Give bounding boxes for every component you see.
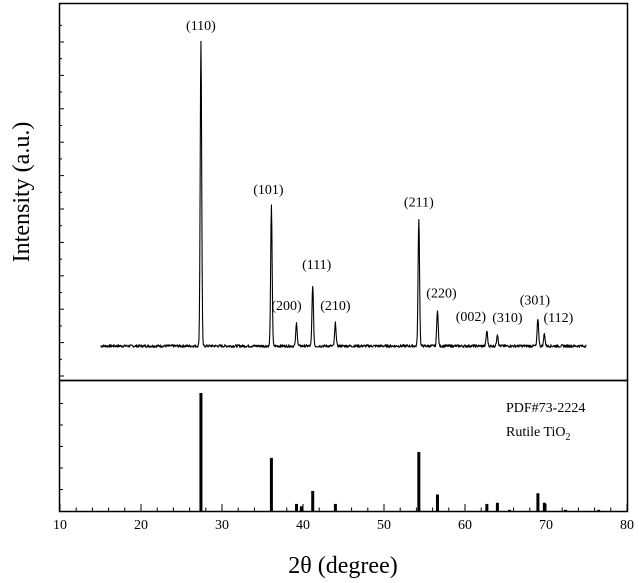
peak-label: (110) — [186, 19, 216, 34]
x-tick-label: 80 — [620, 518, 634, 533]
x-axis-tick-labels: 10 20 30 40 50 60 70 80 — [53, 518, 634, 533]
peak-label: (200) — [271, 299, 302, 314]
peak-label: (111) — [302, 258, 332, 273]
peak-label: (301) — [520, 294, 551, 309]
peak-label: (220) — [426, 287, 457, 302]
peak-label: (310) — [492, 311, 523, 326]
peak-label: (210) — [320, 299, 351, 314]
reference-legend-prefix: Rutile TiO — [506, 425, 566, 440]
x-tick-label: 70 — [539, 518, 553, 533]
peak-label: (002) — [456, 310, 487, 325]
top-panel-frame — [60, 4, 628, 381]
x-axis-label: 2θ (degree) — [288, 553, 397, 579]
x-tick-label: 60 — [458, 518, 472, 533]
x-tick-label: 20 — [134, 518, 148, 533]
x-axis-ticks — [60, 504, 627, 511]
peak-label: (211) — [404, 195, 434, 210]
reference-legend-line2: Rutile TiO2 — [506, 425, 571, 443]
x-tick-label: 30 — [215, 518, 229, 533]
x-tick-label: 50 — [377, 518, 391, 533]
top-y-ticks — [60, 25, 64, 376]
x-tick-label: 40 — [296, 518, 310, 533]
reference-legend-line1: PDF#73-2224 — [506, 401, 585, 416]
y-axis-label: Intensity (a.u.) — [9, 122, 35, 263]
x-tick-label: 10 — [53, 518, 67, 533]
reference-legend-subscript: 2 — [566, 432, 571, 443]
bottom-y-ticks — [60, 404, 63, 490]
peak-label: (112) — [543, 311, 573, 326]
peak-label: (101) — [253, 183, 284, 198]
peak-labels: (110) (101) (200) (111) (210) (211) (220) (002)… — [186, 19, 574, 326]
